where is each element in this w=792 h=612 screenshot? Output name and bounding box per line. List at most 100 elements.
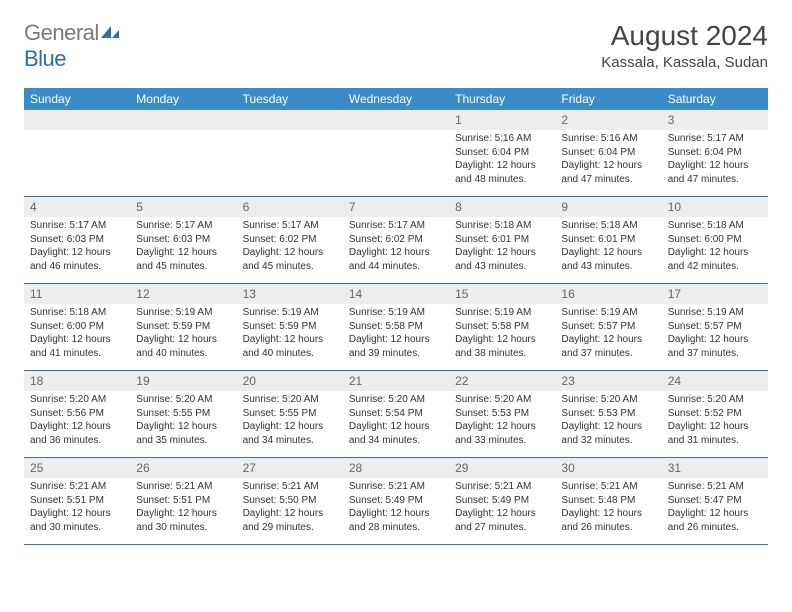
date-number: 5 xyxy=(130,197,236,217)
sunrise-line: Sunrise: 5:19 AM xyxy=(243,306,337,320)
day-cell: 28Sunrise: 5:21 AMSunset: 5:49 PMDayligh… xyxy=(343,458,449,544)
date-number: 31 xyxy=(662,458,768,478)
daylight-line: Daylight: 12 hours and 29 minutes. xyxy=(243,507,337,534)
sunset-line: Sunset: 5:47 PM xyxy=(668,494,762,508)
date-number: 23 xyxy=(555,371,661,391)
daylight-line: Daylight: 12 hours and 32 minutes. xyxy=(561,420,655,447)
sunrise-line: Sunrise: 5:21 AM xyxy=(136,480,230,494)
day-details: Sunrise: 5:17 AMSunset: 6:04 PMDaylight:… xyxy=(662,130,768,190)
sunrise-line: Sunrise: 5:21 AM xyxy=(30,480,124,494)
day-header: Sunday xyxy=(24,88,130,110)
sunrise-line: Sunrise: 5:21 AM xyxy=(349,480,443,494)
page-title: August 2024 xyxy=(601,20,768,52)
sunrise-line: Sunrise: 5:20 AM xyxy=(455,393,549,407)
date-number: 8 xyxy=(449,197,555,217)
sunrise-line: Sunrise: 5:19 AM xyxy=(349,306,443,320)
sunset-line: Sunset: 6:01 PM xyxy=(455,233,549,247)
sunrise-line: Sunrise: 5:21 AM xyxy=(455,480,549,494)
day-cell: 7Sunrise: 5:17 AMSunset: 6:02 PMDaylight… xyxy=(343,197,449,283)
location-text: Kassala, Kassala, Sudan xyxy=(601,54,768,71)
day-cell: 2Sunrise: 5:16 AMSunset: 6:04 PMDaylight… xyxy=(555,110,661,196)
sunrise-line: Sunrise: 5:20 AM xyxy=(668,393,762,407)
day-cell: 18Sunrise: 5:20 AMSunset: 5:56 PMDayligh… xyxy=(24,371,130,457)
day-cell: 23Sunrise: 5:20 AMSunset: 5:53 PMDayligh… xyxy=(555,371,661,457)
daylight-line: Daylight: 12 hours and 40 minutes. xyxy=(243,333,337,360)
sunset-line: Sunset: 5:57 PM xyxy=(668,320,762,334)
daylight-line: Daylight: 12 hours and 47 minutes. xyxy=(668,159,762,186)
sunset-line: Sunset: 5:49 PM xyxy=(349,494,443,508)
day-cell: 19Sunrise: 5:20 AMSunset: 5:55 PMDayligh… xyxy=(130,371,236,457)
sunrise-line: Sunrise: 5:20 AM xyxy=(30,393,124,407)
day-details: Sunrise: 5:21 AMSunset: 5:49 PMDaylight:… xyxy=(449,478,555,538)
date-number: 26 xyxy=(130,458,236,478)
day-header-row: SundayMondayTuesdayWednesdayThursdayFrid… xyxy=(24,88,768,110)
day-details: Sunrise: 5:20 AMSunset: 5:53 PMDaylight:… xyxy=(555,391,661,451)
date-number: 12 xyxy=(130,284,236,304)
date-number: 13 xyxy=(237,284,343,304)
daylight-line: Daylight: 12 hours and 43 minutes. xyxy=(455,246,549,273)
day-cell: 15Sunrise: 5:19 AMSunset: 5:58 PMDayligh… xyxy=(449,284,555,370)
sunset-line: Sunset: 5:53 PM xyxy=(455,407,549,421)
sunrise-line: Sunrise: 5:17 AM xyxy=(136,219,230,233)
day-details: Sunrise: 5:21 AMSunset: 5:51 PMDaylight:… xyxy=(24,478,130,538)
sunset-line: Sunset: 6:03 PM xyxy=(30,233,124,247)
sunset-line: Sunset: 5:52 PM xyxy=(668,407,762,421)
day-cell: 12Sunrise: 5:19 AMSunset: 5:59 PMDayligh… xyxy=(130,284,236,370)
sunrise-line: Sunrise: 5:19 AM xyxy=(668,306,762,320)
day-header: Wednesday xyxy=(343,88,449,110)
date-number: 27 xyxy=(237,458,343,478)
day-cell: 10Sunrise: 5:18 AMSunset: 6:00 PMDayligh… xyxy=(662,197,768,283)
date-number: 10 xyxy=(662,197,768,217)
sunrise-line: Sunrise: 5:18 AM xyxy=(30,306,124,320)
empty-cell xyxy=(237,110,343,196)
day-cell: 21Sunrise: 5:20 AMSunset: 5:54 PMDayligh… xyxy=(343,371,449,457)
sunrise-line: Sunrise: 5:17 AM xyxy=(668,132,762,146)
sunset-line: Sunset: 5:51 PM xyxy=(136,494,230,508)
day-cell: 9Sunrise: 5:18 AMSunset: 6:01 PMDaylight… xyxy=(555,197,661,283)
sunrise-line: Sunrise: 5:16 AM xyxy=(561,132,655,146)
sunset-line: Sunset: 6:01 PM xyxy=(561,233,655,247)
daylight-line: Daylight: 12 hours and 28 minutes. xyxy=(349,507,443,534)
week-row: 11Sunrise: 5:18 AMSunset: 6:00 PMDayligh… xyxy=(24,284,768,371)
sunrise-line: Sunrise: 5:20 AM xyxy=(349,393,443,407)
day-cell: 24Sunrise: 5:20 AMSunset: 5:52 PMDayligh… xyxy=(662,371,768,457)
day-details: Sunrise: 5:20 AMSunset: 5:56 PMDaylight:… xyxy=(24,391,130,451)
day-details: Sunrise: 5:18 AMSunset: 6:00 PMDaylight:… xyxy=(662,217,768,277)
sunset-line: Sunset: 5:57 PM xyxy=(561,320,655,334)
daylight-line: Daylight: 12 hours and 34 minutes. xyxy=(349,420,443,447)
day-cell: 5Sunrise: 5:17 AMSunset: 6:03 PMDaylight… xyxy=(130,197,236,283)
date-number: 16 xyxy=(555,284,661,304)
empty-date-bar xyxy=(130,110,236,130)
daylight-line: Daylight: 12 hours and 36 minutes. xyxy=(30,420,124,447)
day-details: Sunrise: 5:20 AMSunset: 5:53 PMDaylight:… xyxy=(449,391,555,451)
day-cell: 17Sunrise: 5:19 AMSunset: 5:57 PMDayligh… xyxy=(662,284,768,370)
sunset-line: Sunset: 5:54 PM xyxy=(349,407,443,421)
day-details: Sunrise: 5:19 AMSunset: 5:59 PMDaylight:… xyxy=(130,304,236,364)
day-details: Sunrise: 5:17 AMSunset: 6:02 PMDaylight:… xyxy=(343,217,449,277)
empty-cell xyxy=(130,110,236,196)
day-details: Sunrise: 5:16 AMSunset: 6:04 PMDaylight:… xyxy=(449,130,555,190)
day-cell: 14Sunrise: 5:19 AMSunset: 5:58 PMDayligh… xyxy=(343,284,449,370)
sunset-line: Sunset: 6:03 PM xyxy=(136,233,230,247)
daylight-line: Daylight: 12 hours and 45 minutes. xyxy=(136,246,230,273)
day-cell: 25Sunrise: 5:21 AMSunset: 5:51 PMDayligh… xyxy=(24,458,130,544)
day-details: Sunrise: 5:17 AMSunset: 6:03 PMDaylight:… xyxy=(130,217,236,277)
daylight-line: Daylight: 12 hours and 37 minutes. xyxy=(561,333,655,360)
sunrise-line: Sunrise: 5:21 AM xyxy=(668,480,762,494)
sunrise-line: Sunrise: 5:21 AM xyxy=(561,480,655,494)
sunset-line: Sunset: 6:04 PM xyxy=(561,146,655,160)
logo-text: GeneralBlue xyxy=(24,20,121,72)
daylight-line: Daylight: 12 hours and 41 minutes. xyxy=(30,333,124,360)
day-cell: 11Sunrise: 5:18 AMSunset: 6:00 PMDayligh… xyxy=(24,284,130,370)
daylight-line: Daylight: 12 hours and 30 minutes. xyxy=(136,507,230,534)
date-number: 25 xyxy=(24,458,130,478)
daylight-line: Daylight: 12 hours and 34 minutes. xyxy=(243,420,337,447)
logo-word2: Blue xyxy=(24,46,66,71)
sunset-line: Sunset: 5:55 PM xyxy=(243,407,337,421)
day-details: Sunrise: 5:19 AMSunset: 5:57 PMDaylight:… xyxy=(555,304,661,364)
day-details: Sunrise: 5:20 AMSunset: 5:55 PMDaylight:… xyxy=(237,391,343,451)
day-cell: 3Sunrise: 5:17 AMSunset: 6:04 PMDaylight… xyxy=(662,110,768,196)
day-details: Sunrise: 5:20 AMSunset: 5:54 PMDaylight:… xyxy=(343,391,449,451)
date-number: 6 xyxy=(237,197,343,217)
daylight-line: Daylight: 12 hours and 40 minutes. xyxy=(136,333,230,360)
